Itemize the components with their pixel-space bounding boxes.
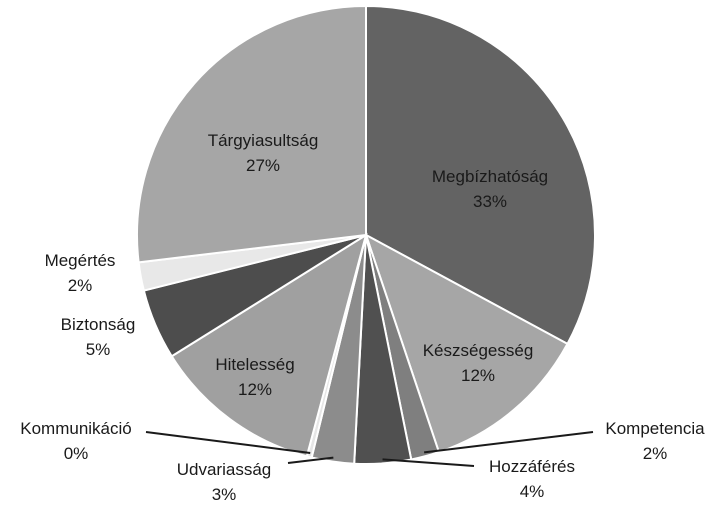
leader-line-3 <box>382 458 475 467</box>
leader-line-5 <box>145 431 311 454</box>
slice-label-0: Megbízhatóság <box>432 167 548 186</box>
slice-value-2: 2% <box>643 444 668 463</box>
slice-value-9: 27% <box>246 156 280 175</box>
slice-value-0: 33% <box>473 192 507 211</box>
slice-value-8: 2% <box>68 276 93 295</box>
slice-labels: Megbízhatóság 33% Készségesség 12% Kompetenc… <box>20 131 705 504</box>
slice-label-1: Készségesség <box>423 341 534 360</box>
leader-line-2 <box>424 431 594 454</box>
pie-slice-1 <box>364 232 569 454</box>
slice-label-3: Hozzáférés <box>489 457 575 476</box>
slice-label-7: Biztonság <box>61 315 136 334</box>
slice-label-2: Kompetencia <box>605 419 705 438</box>
leader-line-4 <box>287 456 334 464</box>
slice-label-8: Megértés <box>45 251 116 270</box>
slice-label-9: Tárgyiasultság <box>208 131 319 150</box>
leader-lines <box>145 431 594 467</box>
slice-label-6: Hitelesség <box>215 355 294 374</box>
slice-label-5: Kommunikáció <box>20 419 132 438</box>
slice-value-7: 5% <box>86 340 111 359</box>
slice-value-5: 0% <box>64 444 89 463</box>
pie-slices <box>136 4 596 465</box>
slice-value-1: 12% <box>461 366 495 385</box>
slice-value-6: 12% <box>238 380 272 399</box>
pie-slice-0 <box>365 4 596 346</box>
slice-value-4: 3% <box>212 485 237 504</box>
pie-slice-9 <box>136 4 367 264</box>
pie-slice-6 <box>170 232 368 458</box>
slice-value-3: 4% <box>520 482 545 501</box>
slice-label-4: Udvariasság <box>177 460 272 479</box>
